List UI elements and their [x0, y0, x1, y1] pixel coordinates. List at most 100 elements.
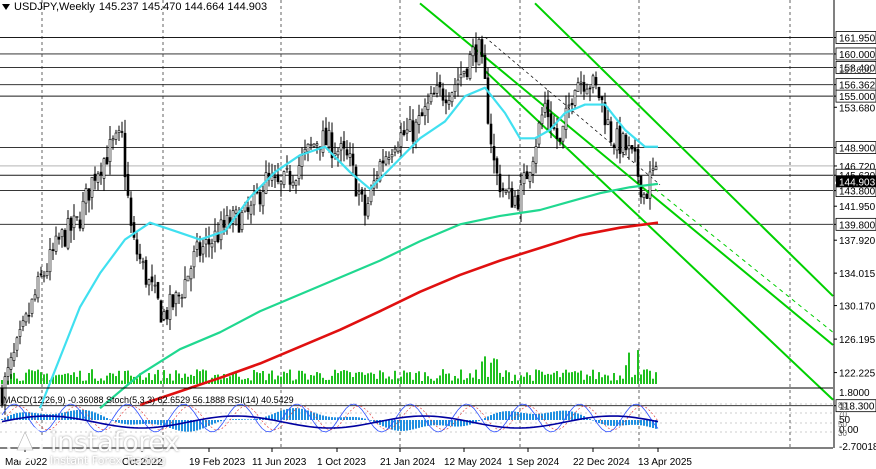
volume-bar [175, 370, 177, 384]
candle-body [618, 125, 622, 154]
volume-bar [619, 375, 621, 384]
macd-bar [382, 420, 384, 427]
macd-bar [88, 410, 90, 420]
macd-bar [478, 420, 480, 421]
volume-bar [52, 376, 54, 384]
price-stacked-label: 157.600 [839, 65, 872, 75]
volume-bar [115, 376, 117, 384]
candle-body [204, 238, 208, 245]
volume-bar [568, 372, 570, 384]
volume-bar [106, 375, 108, 384]
candle-body [651, 168, 655, 171]
macd-bar [259, 418, 261, 420]
macd-bar [580, 414, 582, 420]
macd-bar [454, 420, 456, 427]
volume-bar [547, 373, 549, 384]
indicator-label: MACD(12,26,9) -0.36088 Stoch(5,3,3) 62.6… [3, 395, 294, 405]
candle-body [546, 99, 550, 118]
candle-body [504, 190, 508, 193]
macd-bar [235, 419, 237, 420]
candle-body [33, 294, 37, 300]
candle-body [480, 39, 484, 57]
volume-bar [70, 374, 72, 384]
macd-bar [391, 420, 393, 430]
volume-bar [187, 376, 189, 384]
volume-bar [403, 370, 405, 384]
macd-bar [445, 420, 447, 426]
candle-body [543, 102, 547, 113]
volume-bar [355, 372, 357, 384]
macd-bar [139, 420, 141, 425]
candle-body [222, 219, 226, 228]
macd-bar [331, 417, 333, 420]
volume-bar [409, 372, 411, 384]
candle-body [99, 171, 103, 176]
symbol-label[interactable]: USDJPY,Weekly [14, 1, 95, 13]
macd-bar [358, 417, 360, 420]
stoch-main-line [1, 403, 659, 433]
macd-bar [130, 420, 132, 425]
candle-body [354, 166, 358, 197]
volume-bar [535, 369, 537, 384]
volume-bar [202, 369, 204, 384]
volume-bar [130, 375, 132, 384]
volume-bar [499, 372, 501, 384]
volume-bar [262, 370, 264, 384]
volume-bar [94, 378, 96, 384]
volume-bar [190, 374, 192, 384]
macd-bar [460, 420, 462, 427]
macd-bar [10, 414, 12, 420]
macd-bar [421, 420, 423, 428]
symbol-dropdown-icon[interactable] [2, 4, 10, 10]
candle-body [387, 157, 391, 160]
candle-body [351, 153, 355, 166]
price-label-box [835, 399, 876, 413]
volume-bar [469, 373, 471, 384]
candle-body [261, 191, 265, 207]
volume-bar [586, 374, 588, 384]
price-tick-label: 139.800 [839, 220, 876, 231]
macd-bar [25, 412, 27, 420]
macd-bar [526, 413, 528, 420]
volume-bar [583, 379, 585, 384]
volume-bar [13, 372, 15, 384]
volume-bar [364, 374, 366, 384]
volume-bar [64, 373, 66, 384]
candle-body [582, 82, 586, 92]
watermark-tagline: Instant Forex Trading [50, 454, 166, 467]
price-label-box [835, 31, 876, 44]
candle-body [444, 99, 448, 104]
candle-body [189, 268, 193, 280]
candle-body [144, 259, 148, 285]
macd-bar [643, 420, 645, 426]
candle-body [606, 119, 610, 125]
volume-bar [472, 377, 474, 384]
macd-bar [568, 410, 570, 420]
candle-body [438, 82, 442, 88]
volume-bar [43, 374, 45, 384]
macd-bar [508, 411, 510, 420]
volume-bar [346, 370, 348, 384]
volume-bar [172, 380, 174, 384]
macd-bar [295, 408, 297, 420]
macd-bar [493, 413, 495, 420]
candle-body [609, 121, 613, 142]
volume-bar [640, 374, 642, 384]
candle-body [108, 139, 112, 163]
volume-bar [595, 379, 597, 384]
candle-body [90, 176, 94, 198]
candle-body [249, 204, 253, 215]
macd-bar [187, 420, 189, 432]
candle-body [642, 193, 646, 199]
macd-bar [562, 410, 564, 420]
candle-body [60, 229, 64, 238]
volume-bar [385, 378, 387, 384]
candle-body [366, 203, 370, 217]
moving-averages [38, 86, 659, 410]
current-price-label: 144.903 [839, 177, 876, 188]
candle-body [36, 276, 40, 299]
volume-bar [526, 372, 528, 384]
candle-body [381, 160, 385, 164]
candle-body [570, 102, 574, 106]
